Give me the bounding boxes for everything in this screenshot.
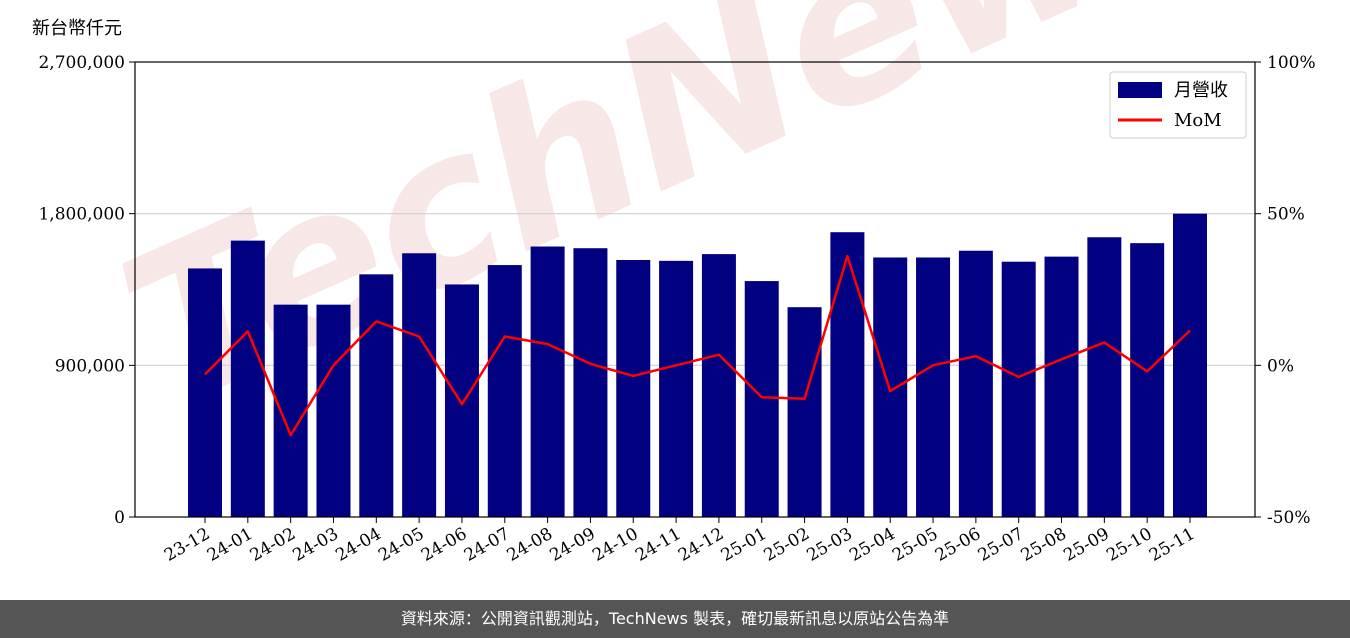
revenue-bar [230,240,265,517]
revenue-bar [916,257,951,517]
revenue-bar [701,254,736,517]
revenue-chart: TechNews0900,0001,800,0002,700,000-50%0%… [38,0,1316,566]
revenue-bar [1130,243,1165,517]
revenue-bar [273,304,308,517]
x-tick-label: 25-04 [846,524,898,566]
x-tick-label: 25-05 [889,524,941,566]
revenue-bar [402,253,437,517]
right-tick-label: 0% [1267,356,1294,376]
right-tick-label: 50% [1267,205,1305,225]
y-axis-unit-label: 新台幣仟元 [32,18,122,39]
revenue-bar [359,274,394,517]
x-tick-label: 24-07 [461,524,513,566]
x-tick-label: 24-03 [290,524,342,566]
revenue-bar [487,265,522,517]
revenue-bar [188,268,222,517]
x-tick-label: 25-09 [1060,524,1112,566]
x-tick-label: 25-11 [1146,524,1198,566]
revenue-bar [744,281,779,517]
left-tick-label: 1,800,000 [38,205,125,225]
revenue-bar [616,260,651,517]
x-tick-label: 25-08 [1018,524,1070,566]
revenue-bar [659,260,694,517]
x-tick-label: 24-11 [632,524,684,566]
revenue-bar [444,284,479,517]
x-tick-label: 24-05 [375,524,427,566]
x-tick-label: 24-06 [418,524,470,566]
right-tick-label: -50% [1267,508,1311,528]
revenue-bar [830,232,865,517]
revenue-bar [316,304,351,517]
left-tick-label: 2,700,000 [38,53,125,73]
x-tick-label: 24-10 [589,524,641,566]
revenue-bar [1001,261,1036,517]
right-tick-label: 100% [1267,53,1316,73]
x-tick-label: 24-01 [204,524,256,566]
left-tick-label: 0 [114,508,125,528]
revenue-bar [530,246,565,517]
legend-bar-swatch [1118,82,1162,98]
revenue-bar [1173,213,1207,517]
revenue-bar [573,248,608,518]
x-tick-label: 24-08 [504,524,556,566]
legend-label-mom: MoM [1174,110,1222,131]
x-tick-label: 24-02 [247,524,299,566]
x-tick-label: 24-12 [675,524,727,566]
plot-frame [134,61,1256,518]
x-tick-label: 25-01 [718,524,770,566]
left-tick-label: 900,000 [55,356,125,376]
revenue-bar [958,250,993,518]
mom-line [204,254,1191,437]
x-tick-label: 23-12 [161,524,213,566]
legend-label-revenue: 月營收 [1174,80,1228,101]
revenue-bar [787,307,822,517]
x-tick-label: 25-07 [975,524,1027,566]
x-tick-label: 24-04 [332,524,384,566]
revenue-bar [1087,237,1122,517]
x-tick-label: 25-10 [1103,524,1155,566]
revenue-bar [1044,256,1079,517]
x-tick-label: 25-06 [932,524,984,566]
x-tick-label: 25-02 [761,524,813,566]
x-tick-label: 25-03 [803,524,855,566]
x-tick-label: 24-09 [546,524,598,566]
source-footer: 資料來源：公開資訊觀測站，TechNews 製表，確切最新訊息以原站公告為準 [0,600,1350,638]
